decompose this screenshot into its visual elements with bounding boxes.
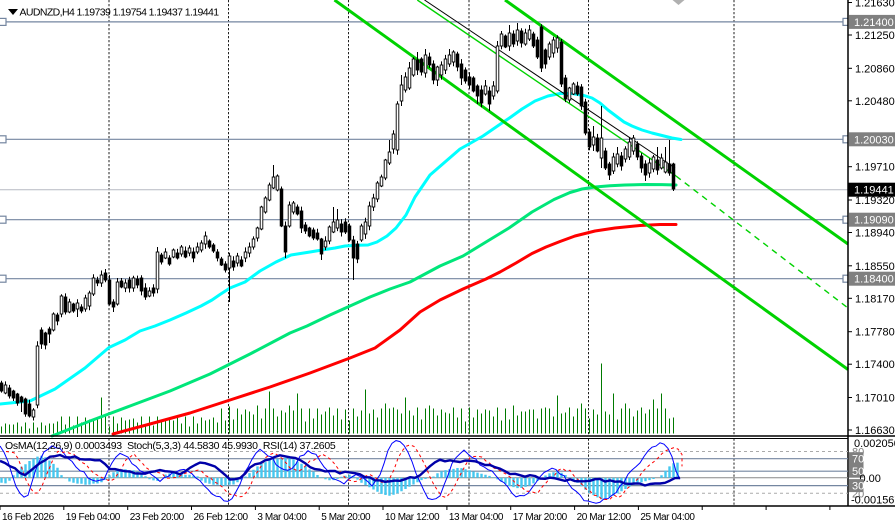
svg-text:70: 70 (852, 454, 864, 466)
svg-text:1.17010: 1.17010 (855, 393, 895, 405)
svg-text:1.19441: 1.19441 (854, 185, 894, 197)
svg-text:30: 30 (852, 481, 864, 493)
svg-text:OsMA(12,26,9) 0.0003493 Stoch: OsMA(12,26,9) 0.0003493 Stoch(5,3,3) 44.… (5, 440, 336, 452)
svg-text:1.16630: 1.16630 (855, 425, 895, 437)
svg-text:1.19710: 1.19710 (855, 162, 895, 174)
svg-text:25 Mar 04:00: 25 Mar 04:00 (640, 512, 695, 523)
svg-text:1.20860: 1.20860 (855, 63, 895, 75)
svg-text:20: 20 (852, 489, 864, 501)
svg-text:5 Mar 20:00: 5 Mar 20:00 (321, 512, 371, 523)
svg-text:3 Mar 04:00: 3 Mar 04:00 (257, 512, 307, 523)
svg-text:1.18400: 1.18400 (854, 274, 894, 286)
svg-text:0.00: 0.00 (860, 473, 881, 485)
svg-text:0.0020505: 0.0020505 (854, 438, 895, 450)
svg-text:1.18550: 1.18550 (855, 261, 895, 273)
svg-text:1.20030: 1.20030 (854, 134, 894, 146)
svg-text:1.18940: 1.18940 (855, 228, 895, 240)
svg-text:1.21250: 1.21250 (855, 30, 895, 42)
svg-text:1.19090: 1.19090 (854, 215, 894, 227)
svg-text:1.17400: 1.17400 (855, 359, 895, 371)
svg-text:1.21630: 1.21630 (855, 0, 895, 10)
svg-text:17 Mar 20:00: 17 Mar 20:00 (513, 512, 568, 523)
svg-text:26 Feb 12:00: 26 Feb 12:00 (194, 512, 249, 523)
svg-text:1.21400: 1.21400 (854, 17, 894, 29)
svg-text:13 Mar 04:00: 13 Mar 04:00 (449, 512, 504, 523)
svg-text:1.17780: 1.17780 (855, 327, 895, 339)
svg-text:50: 50 (852, 466, 864, 478)
svg-text:23 Feb 20:00: 23 Feb 20:00 (130, 512, 185, 523)
svg-text:AUDNZD,H4 1.19739 1.19754 1.1: AUDNZD,H4 1.19739 1.19754 1.19437 1.1944… (20, 7, 220, 19)
svg-text:-0.001567: -0.001567 (851, 495, 895, 507)
svg-text:1.18170: 1.18170 (855, 293, 895, 305)
svg-text:16 Feb 2026: 16 Feb 2026 (2, 512, 55, 523)
svg-text:1.20480: 1.20480 (855, 96, 895, 108)
svg-text:19 Feb 04:00: 19 Feb 04:00 (66, 512, 121, 523)
svg-text:20 Mar 12:00: 20 Mar 12:00 (577, 512, 632, 523)
svg-text:10 Mar 12:00: 10 Mar 12:00 (385, 512, 440, 523)
svg-text:1.19320: 1.19320 (855, 195, 895, 207)
